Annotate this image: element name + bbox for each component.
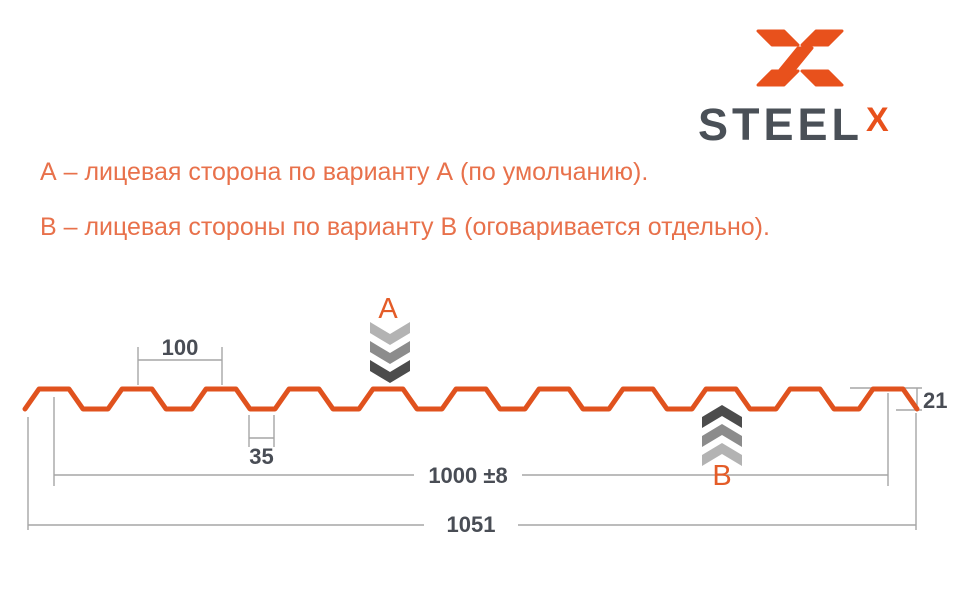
brand-name-x: X [866,101,889,139]
marker-letter-b: В [712,460,732,492]
dimension-lines [27,347,922,530]
marker-letter-a: А [378,293,398,325]
variant-a-arrow-icon [370,322,410,383]
steelx-logo-icon [756,29,844,87]
note-variant-b: В – лицевая стороны по варианту В (огова… [40,213,770,241]
brand-name: STEEL [698,99,864,150]
dim-label-working-width: 1000 ±8 [428,463,508,488]
dim-label-overall-width: 1051 [446,512,496,537]
variant-b-arrow-icon [702,405,742,466]
dim-label-pitch: 100 [161,335,199,360]
sheet-profile-line [22,386,920,412]
dim-label-height: 21 [923,388,948,413]
note-variant-a: А – лицевая сторона по варианту А (по ум… [40,158,649,186]
brand-wordmark: STEELX [698,102,889,147]
dim-label-valley-width: 35 [249,444,274,469]
